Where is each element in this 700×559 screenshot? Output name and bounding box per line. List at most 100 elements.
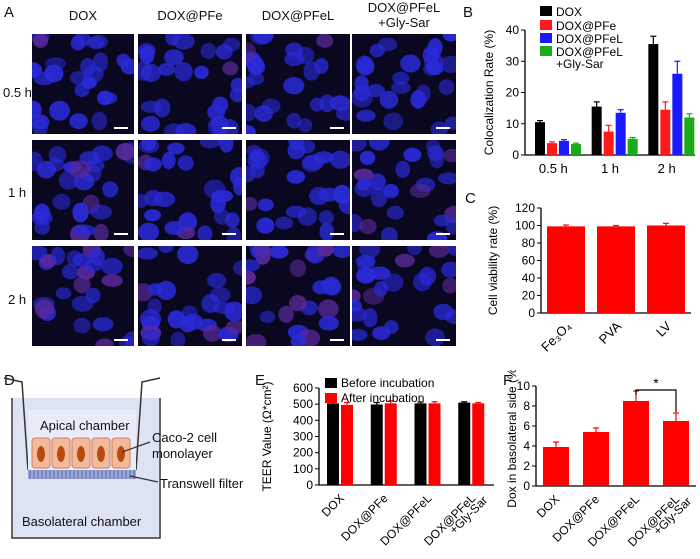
significance-bracket [635, 389, 677, 412]
chart-e: 0 100 200 300 400 500 600 TEER Value (Ω*cm²) DOX… [260, 376, 494, 548]
bar [684, 117, 695, 155]
y-tick-label: 100 [515, 219, 535, 233]
legend-label: After incubation [341, 391, 424, 405]
y-tick-label: 10 [517, 379, 531, 393]
legend-label: Before incubation [341, 376, 434, 390]
bar [543, 447, 569, 486]
legend-label: DOX [556, 5, 582, 19]
bar [559, 140, 569, 155]
micrograph-r1-c0 [32, 140, 134, 240]
panel-f-label: F [503, 372, 513, 389]
basolateral-chamber-label: Basolateral chamber [22, 514, 142, 529]
transwell-filter [28, 470, 136, 479]
bar [472, 403, 485, 485]
panel-e-label: E [255, 372, 266, 389]
bar [535, 122, 545, 155]
x-tick-label: 0.5 h [539, 161, 568, 176]
legend-swatch [540, 20, 552, 30]
y-tick-label: 6 [523, 419, 530, 433]
chart-b: 0 10 20 30 40 Colocalization Rate (%) 0.5 h 1 h… [482, 5, 695, 176]
filter-label: Transwell filter [160, 476, 244, 491]
legend-swatch [540, 33, 552, 43]
panel-a-label: A [4, 4, 15, 21]
y-tick-label: 400 [293, 413, 313, 427]
bar [571, 144, 581, 155]
micrograph-r0-c1 [138, 34, 242, 134]
y-tick-label: 4 [523, 439, 530, 453]
row-label-05h: 0.5 h [3, 85, 32, 100]
micrograph-r0-c0 [32, 34, 134, 134]
scale-bar [114, 233, 128, 235]
scale-bar [222, 233, 236, 235]
bar [627, 138, 638, 155]
y-tick-label: 600 [293, 381, 313, 395]
y-tick-label: 20 [506, 86, 520, 100]
bar [603, 131, 614, 155]
micrograph-r2-c2 [246, 246, 350, 346]
scale-bar [114, 127, 128, 129]
y-tick-label: 30 [506, 54, 520, 68]
scale-bar [330, 233, 344, 235]
y-tick-label: 20 [522, 289, 536, 303]
bar [660, 109, 671, 155]
bar [428, 403, 441, 485]
bar [597, 226, 635, 313]
transwell-diagram [3, 377, 161, 539]
bar [583, 432, 609, 486]
micrograph-r1-c1 [138, 140, 242, 240]
scale-bar [436, 127, 450, 129]
scale-bar [222, 127, 236, 129]
micrograph-r1-c3 [352, 140, 456, 240]
legend-swatch [325, 378, 337, 388]
col-label-pfe: DOX@PFe [157, 8, 223, 23]
scale-bar [330, 339, 344, 341]
y-tick-label: 60 [522, 254, 536, 268]
col-label-glysar: DOX@PFeL +Gly-Sar [367, 0, 441, 30]
y-tick-label: 2 [523, 459, 530, 473]
x-tick-label: DOX [319, 491, 347, 519]
scale-bar [436, 233, 450, 235]
bar [370, 404, 383, 485]
x-tick-label: LV [653, 318, 674, 339]
legend-swatch [540, 46, 552, 56]
bar [663, 421, 689, 486]
caco2-label: Caco-2 cell monolayer [152, 430, 218, 461]
row-label-1h: 1 h [8, 185, 27, 200]
y-tick-label: 80 [522, 236, 536, 250]
y-axis-label: Cell viability rate (%) [486, 206, 500, 315]
x-tick-label: DOX [534, 492, 562, 520]
y-tick-label: 0 [523, 479, 530, 493]
y-tick-label: 40 [522, 271, 536, 285]
panel-c-label: C [465, 190, 476, 207]
y-tick-label: 10 [506, 117, 520, 131]
micrograph-r1-c2 [246, 140, 350, 240]
legend-label: DOX@PFeL [556, 45, 623, 59]
y-tick-label: 200 [293, 446, 313, 460]
micrograph-r2-c0 [32, 246, 134, 346]
panel-b-label: B [463, 4, 474, 21]
bar [341, 404, 353, 485]
micrograph-r0-c2 [246, 34, 350, 134]
scale-bar [436, 339, 450, 341]
legend-label: +Gly-Sar [556, 57, 604, 71]
bar [648, 44, 659, 155]
micrograph-r0-c3 [352, 34, 456, 134]
y-tick-label: 0 [306, 478, 313, 492]
bar [458, 402, 471, 485]
apical-chamber-label: Apical chamber [40, 418, 130, 433]
y-tick-label: 0 [528, 306, 535, 320]
col-label-pfel: DOX@PFeL [261, 8, 335, 23]
significance-star: * [653, 375, 659, 391]
legend-label: DOX@PFe [556, 19, 617, 33]
y-tick-label: 8 [523, 399, 530, 413]
y-tick-label: 120 [515, 201, 535, 215]
x-tick-label: 1 h [601, 161, 619, 176]
panel-d-label: D [4, 372, 15, 389]
x-tick-label: PVA [596, 318, 625, 347]
y-tick-label: 40 [506, 23, 520, 37]
bar [647, 225, 685, 313]
micrograph-r2-c3 [352, 246, 456, 346]
scale-bar [222, 339, 236, 341]
cell-monolayer [31, 437, 131, 469]
